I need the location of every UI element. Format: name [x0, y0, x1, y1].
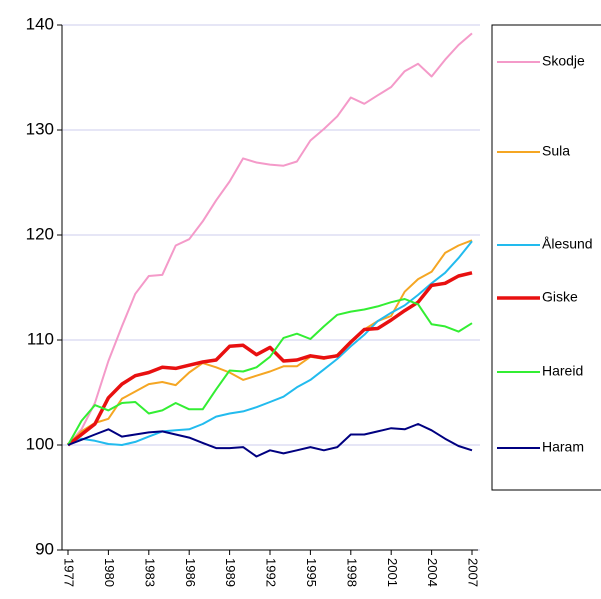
x-tick-label: 1980: [102, 558, 117, 587]
series-line: [67, 240, 473, 446]
series-line: [67, 423, 473, 458]
legend-box: [491, 24, 601, 491]
series-line: [67, 298, 473, 446]
legend-label: Giske: [542, 289, 578, 305]
y-tick-label: 90: [35, 539, 54, 558]
x-tick-label: 1977: [62, 558, 77, 587]
legend-label: Hareid: [542, 363, 583, 379]
y-tick-label: 130: [26, 119, 54, 138]
x-tick-label: 1986: [183, 558, 198, 587]
legend-label: Ålesund: [542, 236, 593, 252]
x-tick-label: 1992: [264, 558, 279, 587]
x-tick-label: 1998: [344, 558, 359, 587]
x-tick-label: 1983: [142, 558, 157, 587]
x-tick-label: 2007: [466, 558, 481, 587]
x-tick-label: 1989: [223, 558, 238, 587]
y-tick-label: 120: [26, 224, 54, 243]
series-line: [66, 271, 473, 447]
legend-label: Sula: [542, 143, 570, 159]
y-tick-label: 110: [27, 329, 54, 348]
x-tick-label: 2004: [425, 558, 440, 587]
series-line: [67, 32, 473, 446]
x-tick-label: 1995: [304, 558, 319, 587]
y-tick-label: 100: [26, 434, 54, 453]
legend-label: Skodje: [542, 53, 585, 69]
series-line: [67, 239, 473, 446]
x-tick-label: 2001: [385, 558, 400, 587]
legend-label: Haram: [542, 439, 584, 455]
y-tick-label: 140: [26, 14, 54, 33]
